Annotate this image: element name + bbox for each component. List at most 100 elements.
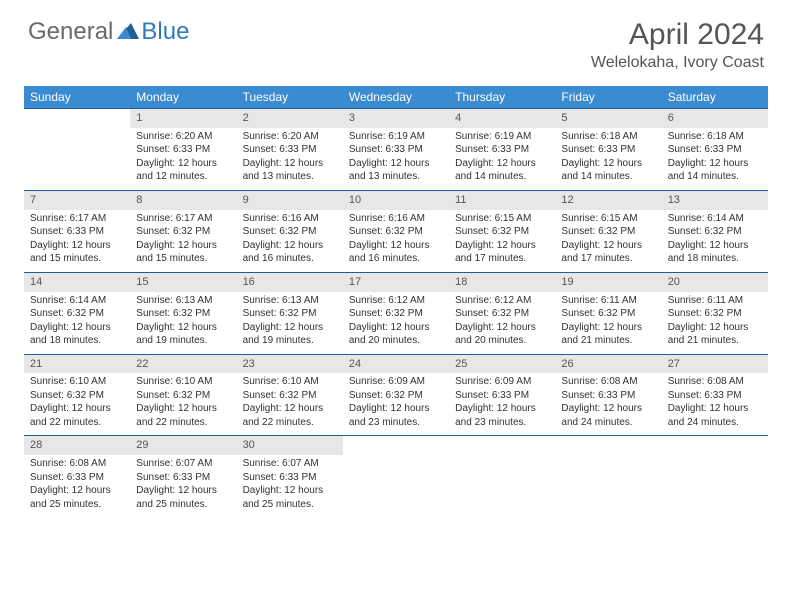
sunrise-text: Sunrise: 6:20 AM	[243, 130, 337, 144]
day-number: 23	[237, 354, 343, 373]
day-cell: Sunrise: 6:14 AMSunset: 6:32 PMDaylight:…	[24, 292, 130, 355]
day-cell: Sunrise: 6:09 AMSunset: 6:32 PMDaylight:…	[343, 373, 449, 436]
sunset-text: Sunset: 6:32 PM	[455, 307, 549, 321]
day1-text: Daylight: 12 hours	[243, 484, 337, 498]
day-number: 4	[449, 109, 555, 128]
sunrise-text: Sunrise: 6:11 AM	[668, 294, 762, 308]
day-number	[662, 436, 768, 455]
day1-text: Daylight: 12 hours	[30, 321, 124, 335]
day-number	[343, 436, 449, 455]
sunrise-text: Sunrise: 6:16 AM	[243, 212, 337, 226]
day-header: Wednesday	[343, 86, 449, 109]
sunset-text: Sunset: 6:33 PM	[349, 143, 443, 157]
day1-text: Daylight: 12 hours	[561, 157, 655, 171]
day2-text: and 24 minutes.	[668, 416, 762, 430]
day-number: 28	[24, 436, 130, 455]
day2-text: and 16 minutes.	[243, 252, 337, 266]
sunrise-text: Sunrise: 6:08 AM	[30, 457, 124, 471]
sunrise-text: Sunrise: 6:18 AM	[668, 130, 762, 144]
day-number: 13	[662, 190, 768, 209]
day-number: 30	[237, 436, 343, 455]
day1-text: Daylight: 12 hours	[243, 239, 337, 253]
day-number: 11	[449, 190, 555, 209]
sunset-text: Sunset: 6:33 PM	[243, 143, 337, 157]
day2-text: and 21 minutes.	[561, 334, 655, 348]
day-cell: Sunrise: 6:17 AMSunset: 6:33 PMDaylight:…	[24, 210, 130, 273]
sunrise-text: Sunrise: 6:16 AM	[349, 212, 443, 226]
sunset-text: Sunset: 6:32 PM	[243, 225, 337, 239]
day1-text: Daylight: 12 hours	[455, 157, 549, 171]
sunset-text: Sunset: 6:33 PM	[668, 389, 762, 403]
day-cell: Sunrise: 6:18 AMSunset: 6:33 PMDaylight:…	[662, 128, 768, 191]
day-number	[24, 109, 130, 128]
day2-text: and 23 minutes.	[455, 416, 549, 430]
day-cell	[24, 128, 130, 191]
day1-text: Daylight: 12 hours	[668, 321, 762, 335]
day-number: 17	[343, 272, 449, 291]
sunset-text: Sunset: 6:32 PM	[349, 389, 443, 403]
details-row: Sunrise: 6:10 AM Sunset: 6:32 PM Daylight:…	[24, 373, 768, 436]
day-number: 16	[237, 272, 343, 291]
day1-text: Daylight: 12 hours	[561, 402, 655, 416]
sunset-text: Sunset: 6:32 PM	[136, 389, 230, 403]
details-row: Sunrise: 6:14 AMSunset: 6:32 PMDaylight:…	[24, 292, 768, 355]
day2-text: and 24 minutes.	[561, 416, 655, 430]
day2-text: and 16 minutes.	[349, 252, 443, 266]
day1-text: Daylight: 12 hours	[668, 239, 762, 253]
day2-text: and 17 minutes.	[455, 252, 549, 266]
sunrise-text: Sunrise: 6:08 AM	[668, 375, 762, 389]
day-header: Friday	[555, 86, 661, 109]
day-cell: Sunrise: 6:19 AMSunset: 6:33 PMDaylight:…	[343, 128, 449, 191]
sunset-text: Sunset: 6:32 PM	[30, 307, 124, 321]
day2-text: and 22 minutes.	[243, 416, 337, 430]
sunrise-text: Sunrise: 6:14 AM	[668, 212, 762, 226]
day-number: 26	[555, 354, 661, 373]
day1-text: Daylight: 12 hours	[243, 321, 337, 335]
day-cell: Sunrise: 6:18 AMSunset: 6:33 PMDaylight:…	[555, 128, 661, 191]
day1-text: Daylight: 12 hours	[561, 239, 655, 253]
day2-text: and 21 minutes.	[668, 334, 762, 348]
sunrise-text: Sunrise: 6:10 AM	[243, 375, 337, 389]
day1-text: Daylight: 12 hours	[349, 239, 443, 253]
sunset-text: Sunset: 6:32 PM	[349, 225, 443, 239]
day1-text: Daylight: 12 hours	[561, 321, 655, 335]
day-number: 15	[130, 272, 236, 291]
day-cell	[449, 455, 555, 517]
day1-text: Daylight: 12 hours	[349, 321, 443, 335]
day1-text: Daylight: 12 hours	[136, 239, 230, 253]
day-number: 9	[237, 190, 343, 209]
day2-text: and 23 minutes.	[349, 416, 443, 430]
day2-text: and 22 minutes.	[30, 416, 124, 430]
sunrise-text: Sunrise: 6:09 AM	[455, 375, 549, 389]
day2-text: and 25 minutes.	[30, 498, 124, 512]
day2-text: and 14 minutes.	[668, 170, 762, 184]
day-number: 21	[24, 354, 130, 373]
sunset-text: Sunset: 6:33 PM	[561, 143, 655, 157]
day2-text: and 15 minutes.	[136, 252, 230, 266]
sunset-text: Sunset: 6:33 PM	[243, 471, 337, 485]
day1-text: Daylight: 12 hours	[136, 157, 230, 171]
day-cell: Sunrise: 6:13 AMSunset: 6:32 PMDaylight:…	[237, 292, 343, 355]
day-number	[449, 436, 555, 455]
page-header: General Blue April 2024 Welelokaha, Ivor…	[0, 0, 792, 80]
sunrise-text: Sunrise: 6:12 AM	[455, 294, 549, 308]
day-cell: Sunrise: 6:10 AMSunset: 6:32 PMDaylight:…	[237, 373, 343, 436]
sunset-text: Sunset: 6:32 PM	[561, 225, 655, 239]
sunset-text: Sunset: 6:33 PM	[30, 225, 124, 239]
day-cell: Sunrise: 6:19 AMSunset: 6:33 PMDaylight:…	[449, 128, 555, 191]
day-header-row: Sunday Monday Tuesday Wednesday Thursday…	[24, 86, 768, 109]
day2-text: and 20 minutes.	[455, 334, 549, 348]
day-number: 8	[130, 190, 236, 209]
day2-text: and 18 minutes.	[30, 334, 124, 348]
details-row: Sunrise: 6:17 AMSunset: 6:33 PMDaylight:…	[24, 210, 768, 273]
day-cell: Sunrise: 6:16 AMSunset: 6:32 PMDaylight:…	[237, 210, 343, 273]
sunrise-text: Sunrise: 6:07 AM	[243, 457, 337, 471]
day-cell: Sunrise: 6:13 AMSunset: 6:32 PMDaylight:…	[130, 292, 236, 355]
logo-text-general: General	[28, 18, 113, 46]
day-cell: Sunrise: 6:16 AMSunset: 6:32 PMDaylight:…	[343, 210, 449, 273]
day1-text: Daylight: 12 hours	[136, 321, 230, 335]
day1-text: Daylight: 12 hours	[668, 157, 762, 171]
day-number: 18	[449, 272, 555, 291]
page-title: April 2024	[591, 18, 764, 52]
day1-text: Daylight: 12 hours	[349, 157, 443, 171]
